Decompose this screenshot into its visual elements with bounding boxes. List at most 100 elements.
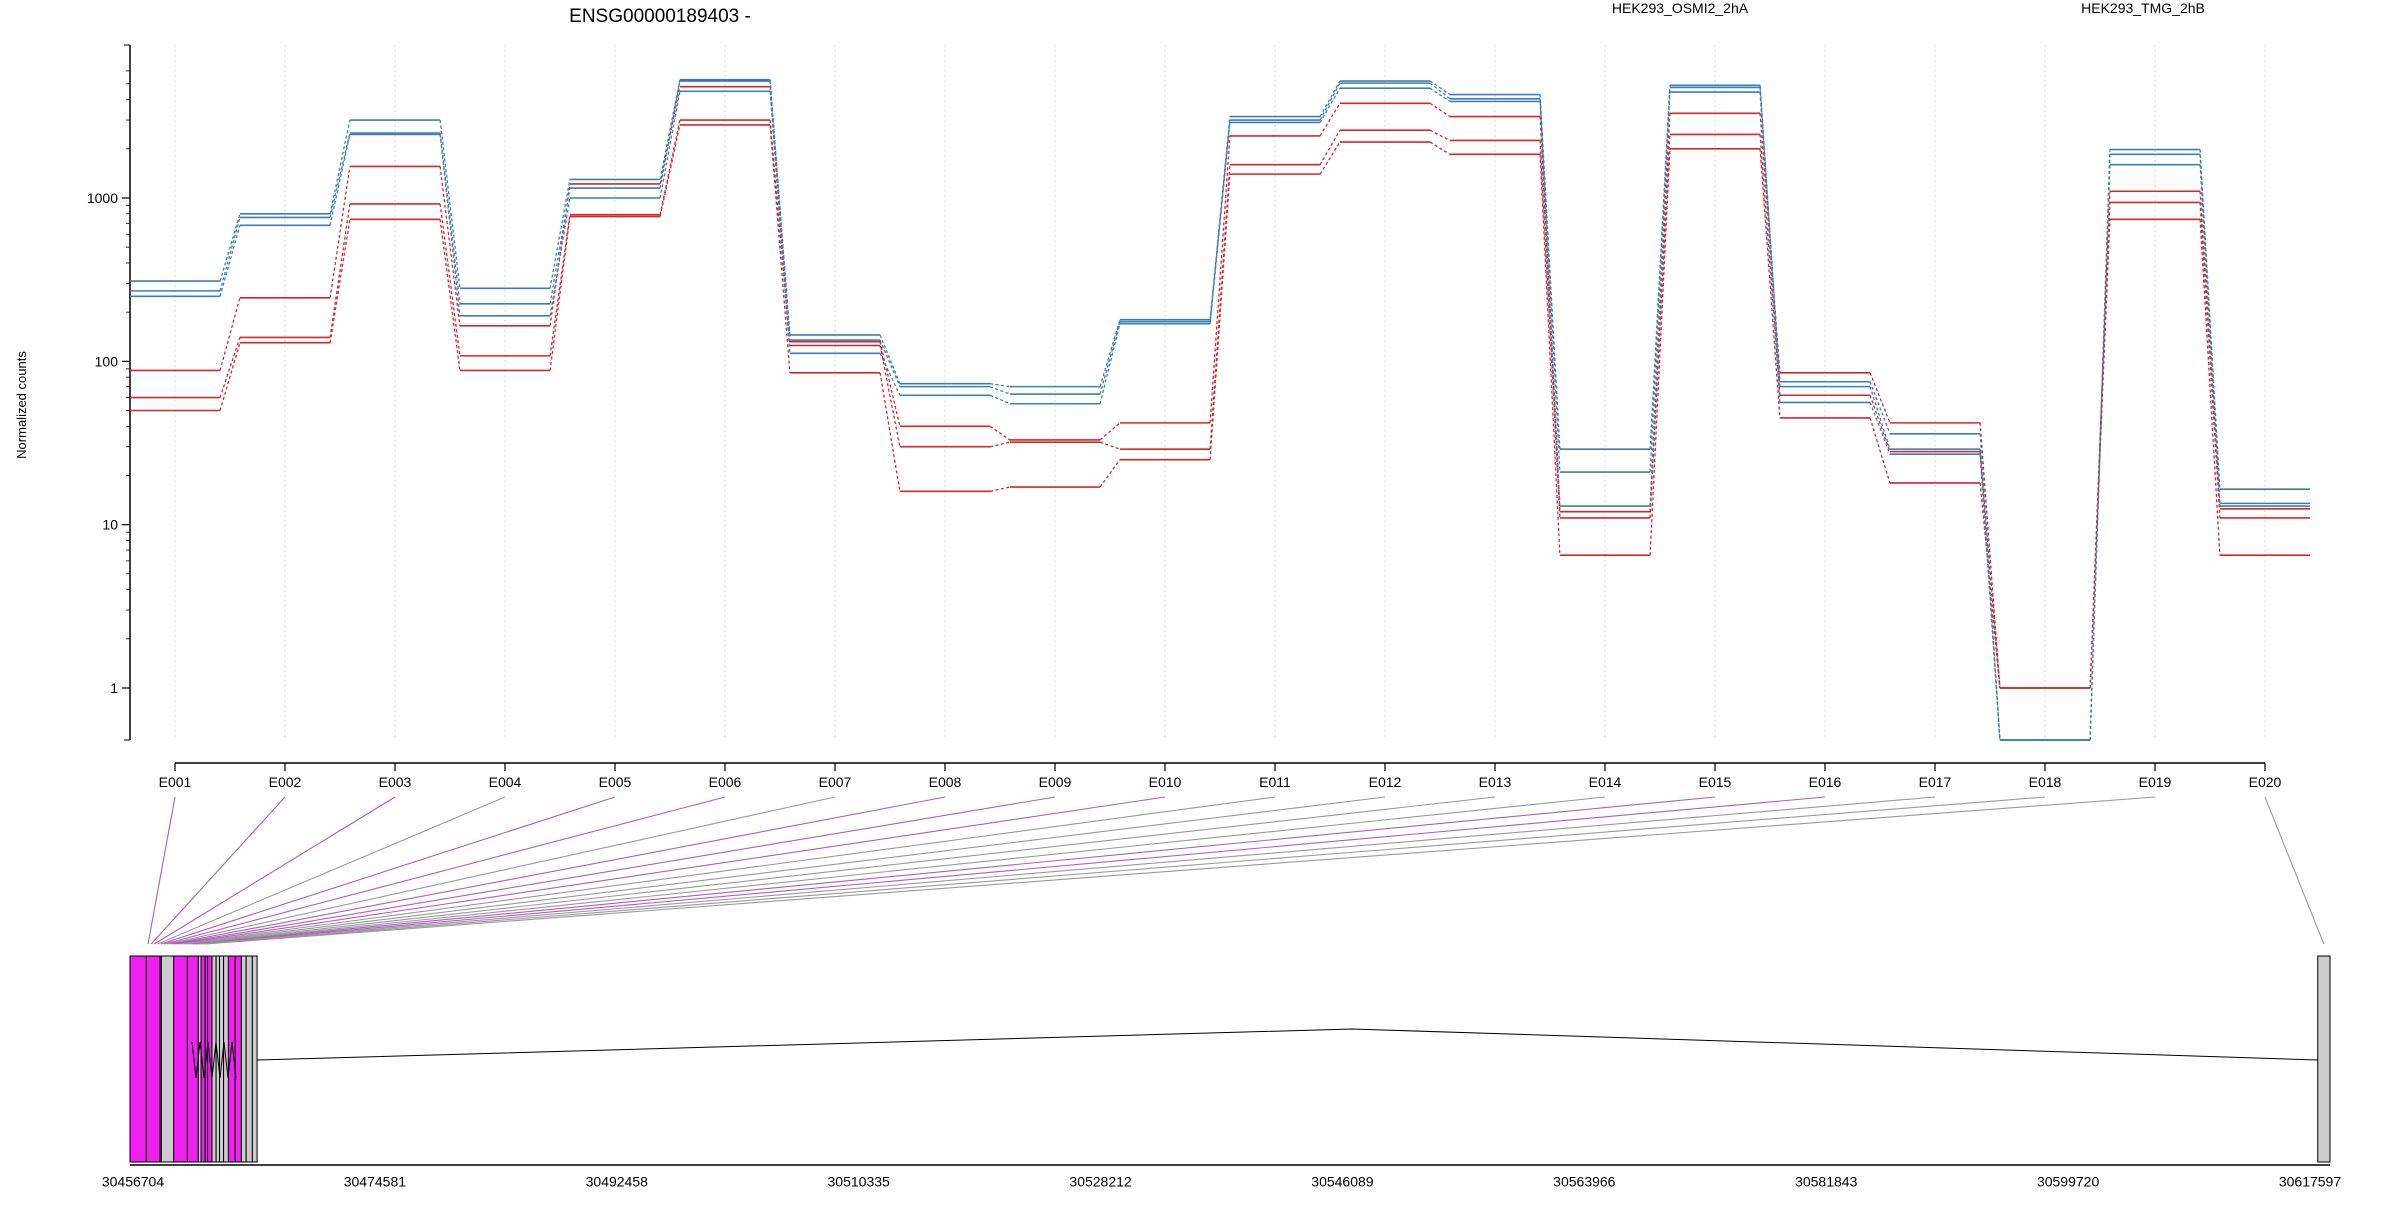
data-connector <box>1869 395 1891 452</box>
data-connector <box>549 187 571 304</box>
data-connector <box>989 394 1011 405</box>
exon-box <box>251 955 258 1163</box>
exon-link <box>163 796 726 945</box>
x-tick-label: E020 <box>2249 774 2282 790</box>
x-tick-label: E009 <box>1039 774 1072 790</box>
data-connector <box>1759 85 1781 382</box>
y-tick-label: 100 <box>95 353 119 369</box>
y-axis-label: Normalized counts <box>14 351 29 459</box>
x-tick-label: E006 <box>709 774 742 790</box>
genomic-tick-label: 30492458 <box>586 1173 649 1189</box>
exon-link <box>2264 796 2325 945</box>
data-connector <box>989 486 1011 492</box>
data-connector <box>1539 98 1561 473</box>
data-connector <box>1979 422 2001 689</box>
data-connector <box>769 81 791 341</box>
data-connector <box>219 337 241 398</box>
data-connector <box>989 386 1011 395</box>
data-connector <box>2199 202 2221 518</box>
x-tick-label: E019 <box>2139 774 2172 790</box>
data-connector <box>549 214 571 356</box>
exon-box <box>2317 955 2331 1163</box>
data-connector <box>439 219 461 371</box>
exon-link <box>176 796 1166 945</box>
data-connector <box>549 197 571 316</box>
data-connector <box>990 383 1010 388</box>
genomic-axis: 30456704 30474581 30492458 30510335 30528212… <box>102 1164 2342 1189</box>
data-connector <box>1429 87 1451 102</box>
data-connector <box>1429 82 1451 100</box>
data-connector <box>1099 319 1121 387</box>
chart-title: ENSG00000189403 - <box>569 6 751 27</box>
data-connector <box>2089 164 2111 741</box>
data-connector <box>1319 82 1341 121</box>
series-line <box>129 124 2311 689</box>
data-connector <box>1209 174 1231 460</box>
data-connector <box>549 216 571 371</box>
y-tick-label: 1 <box>110 680 118 696</box>
x-tick-label: E002 <box>269 774 302 790</box>
data-connector <box>1319 80 1341 117</box>
data-connector <box>439 132 461 304</box>
series-line <box>129 78 2311 741</box>
series-line <box>129 85 2311 689</box>
grid-lines <box>174 45 2266 740</box>
data-connector <box>1759 148 1781 419</box>
x-tick-label: E011 <box>1259 774 1291 790</box>
x-tick-label: E004 <box>489 774 522 790</box>
exon-link <box>179 796 1276 945</box>
data-connector <box>1539 154 1561 556</box>
data-connector <box>1319 141 1341 175</box>
gene-model-track <box>129 955 2331 1163</box>
data-connector <box>1979 433 2001 741</box>
x-axis: E001 E002 E003 E004 E005 E006 E007 E008 E009 E010… <box>159 762 2282 790</box>
exon-box <box>234 955 242 1163</box>
data-connector <box>659 91 681 199</box>
intron-line <box>257 1028 2318 1061</box>
x-tick-label: E015 <box>1699 774 1732 790</box>
data-connector <box>659 79 681 180</box>
exon-link <box>150 796 286 945</box>
exon-link <box>189 796 1606 945</box>
exon-box <box>145 955 161 1163</box>
data-connector <box>1649 134 1671 518</box>
data-connector <box>879 345 901 447</box>
data-connector <box>1869 402 1891 455</box>
data-connector <box>549 179 571 289</box>
x-tick-label: E005 <box>599 774 632 790</box>
data-connector <box>1649 92 1671 507</box>
exon-link <box>160 796 616 945</box>
exon-link <box>186 796 1496 945</box>
x-tick-label: E017 <box>1919 774 1952 790</box>
data-connector <box>2089 219 2111 689</box>
data-connector <box>659 124 681 217</box>
genomic-tick-label: 30617597 <box>2279 1173 2342 1189</box>
data-connector <box>329 219 351 343</box>
data-connector <box>1319 102 1341 137</box>
data-connector <box>879 353 901 396</box>
data-connector <box>1759 92 1781 403</box>
data-connector <box>879 339 901 387</box>
data-connector <box>329 203 351 338</box>
data-connector <box>1099 441 1121 450</box>
data-connector <box>1209 122 1231 324</box>
data-connector <box>1099 422 1121 441</box>
data-connector <box>439 119 461 289</box>
exon-link <box>192 796 1716 945</box>
exon-link <box>147 796 176 945</box>
data-connector <box>1319 87 1341 123</box>
data-connector <box>1869 417 1891 484</box>
exon-box <box>240 955 247 1163</box>
y-axis: 1 10 100 1000 <box>87 44 131 741</box>
series-lines <box>129 78 2311 741</box>
data-connector <box>1209 164 1231 450</box>
data-connector <box>1099 323 1121 404</box>
data-connector <box>219 225 241 297</box>
data-connector <box>1209 135 1231 423</box>
data-connector <box>1429 80 1451 96</box>
data-connector <box>1539 140 1561 518</box>
exon-link <box>154 796 396 945</box>
genomic-tick-label: 30581843 <box>1795 1173 1858 1189</box>
genomic-tick-label: 30546089 <box>1311 1173 1374 1189</box>
